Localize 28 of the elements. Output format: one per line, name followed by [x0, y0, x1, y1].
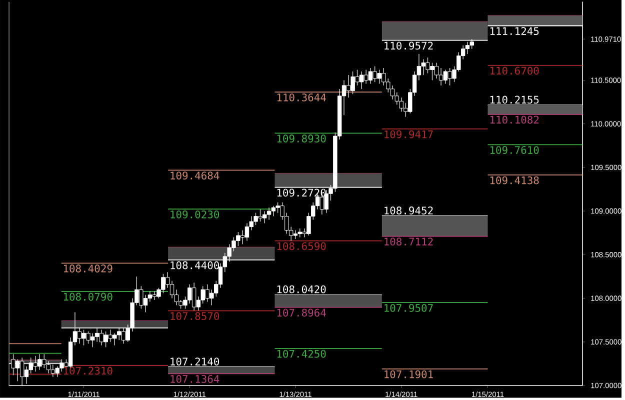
annotation: 107.8964	[277, 308, 326, 316]
annotation: 111.1245	[490, 26, 539, 35]
annotation: 107.4250	[277, 350, 326, 358]
annotation: 108.0420	[277, 285, 326, 294]
annotation: 108.9452	[384, 206, 433, 214]
annotation: 109.4138	[490, 176, 539, 184]
annotation: 109.7610	[490, 146, 539, 154]
annotation: 108.6590	[277, 242, 326, 250]
annotation: 109.2720	[277, 188, 326, 196]
annotation: 110.3644	[277, 93, 326, 102]
annotation: 110.6700	[490, 66, 539, 75]
annotation: 109.8930	[277, 134, 326, 142]
annotation: 108.0790	[64, 292, 112, 301]
annotation: 107.8570	[170, 312, 220, 320]
annotation: 108.4400	[170, 261, 220, 270]
annotation: 109.9417	[384, 130, 433, 138]
annotation: 107.2310	[64, 366, 112, 375]
annotation: 107.1901	[384, 370, 433, 378]
annotation: 110.9572	[384, 42, 433, 50]
annotation: 108.4029	[64, 264, 112, 272]
annotation: 109.0230	[170, 210, 220, 218]
annotation: 107.9507	[384, 304, 433, 312]
annotation: 107.2140	[170, 357, 220, 366]
annotation: 110.1082	[490, 116, 539, 124]
annotation: 108.7112	[384, 238, 433, 246]
annotation: 107.1364	[170, 374, 220, 383]
annotation: 109.4684	[170, 171, 220, 180]
annotation: 110.2155	[490, 96, 539, 104]
